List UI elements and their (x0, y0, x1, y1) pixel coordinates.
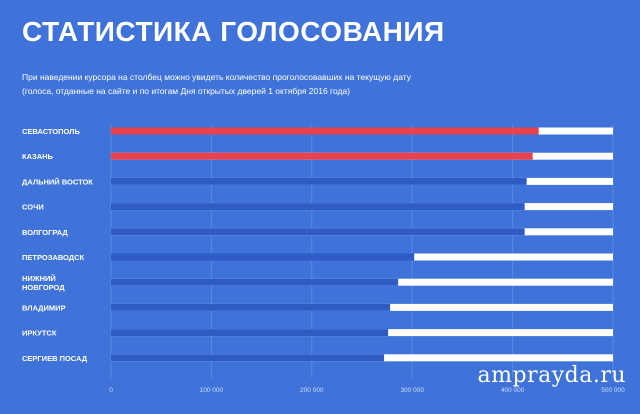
category-label: СЕРГИЕВ ПОСАД (22, 354, 88, 363)
category-label: ВЛАДИМИР (22, 303, 66, 312)
x-tick-label: 200 000 (300, 387, 324, 394)
category-label: ВОЛГОГРАД (22, 228, 68, 237)
category-label: СОЧИ (22, 203, 44, 212)
category-label: ДАЛЬНИЙ ВОСТОК (22, 177, 93, 186)
bar (111, 278, 399, 286)
x-tick-label: 0 (109, 387, 113, 394)
bar (111, 253, 415, 261)
x-tick-label: 400 000 (501, 387, 525, 394)
bar (111, 152, 533, 160)
category-label: ПЕТРОЗАВОДСК (22, 253, 85, 262)
x-tick-label: 300 000 (400, 387, 424, 394)
subtitle-line-1: При наведении курсора на столбец можно у… (22, 72, 412, 82)
bar (111, 203, 525, 211)
bar (111, 329, 389, 337)
category-label: НИЖНИЙ (22, 274, 56, 283)
bar (111, 354, 385, 362)
bar (111, 127, 539, 135)
category-label: НОВГОРОД (22, 283, 65, 292)
bar (111, 228, 525, 236)
category-label: ИРКУТСК (22, 329, 57, 338)
subtitle-line-2: (голоса, отданные на сайте и по итогам Д… (22, 86, 351, 96)
bar (111, 177, 527, 185)
bar (111, 303, 391, 311)
x-tick-label: 500 000 (601, 387, 625, 394)
watermark: amprayda.ru (477, 363, 626, 388)
page-subtitle: При наведении курсора на столбец можно у… (22, 70, 582, 98)
category-label: КАЗАНЬ (22, 152, 54, 161)
page-title: СТАТИСТИКА ГОЛОСОВАНИЯ (22, 16, 445, 47)
x-tick-label: 100 000 (200, 387, 224, 394)
category-label: СЕВАСТОПОЛЬ (22, 127, 80, 136)
